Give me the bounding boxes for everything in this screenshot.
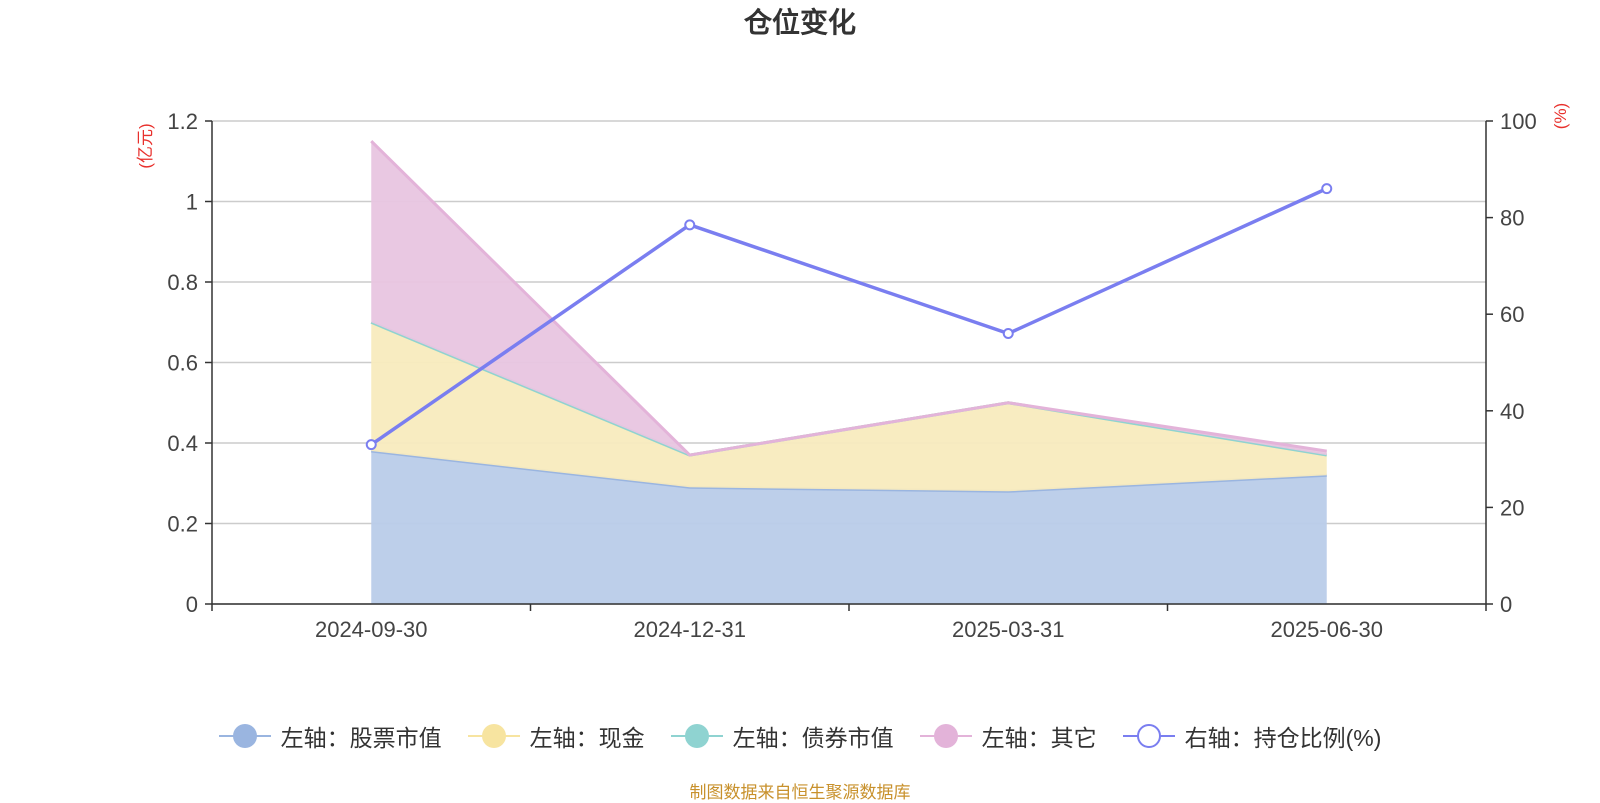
x-axis-tick-label: 2024-12-31 [633, 617, 746, 642]
legend-label: 左轴：债券市值 [732, 725, 894, 751]
left-axis-tick-label: 1.2 [167, 109, 198, 134]
legend-label: 左轴：其它 [981, 725, 1097, 751]
x-axis-tick-label: 2025-06-30 [1270, 617, 1383, 642]
legend-item[interactable]: 右轴：持仓比例(%) [1122, 719, 1382, 753]
left-axis-tick-label: 0.2 [167, 512, 198, 537]
data-point [365, 439, 377, 451]
right-axis-tick-label: 80 [1500, 206, 1524, 231]
legend-item[interactable]: 左轴：股票市值 [218, 719, 442, 753]
right-axis-tick-label: 60 [1500, 302, 1524, 327]
legend-marker-icon [467, 723, 520, 749]
source-note: 制图数据来自恒生聚源数据库 [689, 783, 911, 802]
line-series [365, 183, 1333, 451]
left-axis-tick-label: 0.8 [167, 270, 198, 295]
right-axis-tick-label: 0 [1500, 592, 1512, 617]
stacked-areas [370, 140, 1327, 604]
left-axis-tick-label: 0.4 [167, 431, 198, 456]
area-line-左轴：其它 [370, 140, 1327, 457]
left-axis-unit-label: (亿元) [136, 123, 155, 168]
legend-label: 左轴：现金 [529, 725, 645, 751]
legend-marker-icon [919, 723, 972, 749]
legend: 左轴：股票市值 左轴：现金 左轴：债券市值 左轴：其它 右轴：持仓比例(%) [0, 718, 1600, 754]
x-axis-tick-label: 2025-03-31 [952, 617, 1065, 642]
right-axis-tick-label: 20 [1500, 495, 1524, 520]
legend-dot [1136, 724, 1161, 748]
legend-marker-icon [670, 723, 723, 749]
legend-item[interactable]: 左轴：其它 [919, 719, 1097, 753]
legend-label: 左轴：股票市值 [280, 725, 442, 751]
area-左轴：现金 [371, 322, 1327, 492]
legend-marker-icon [218, 723, 271, 749]
legend-dot [232, 724, 257, 748]
left-axis-tick-label: 1 [186, 190, 198, 215]
data-point [684, 219, 696, 231]
legend-item[interactable]: 左轴：现金 [467, 719, 645, 753]
axes: 0 0.2 0.4 0.6 0.8 1 1.2 0 20 40 60 80 100 2024-09-30 2… [167, 109, 1536, 642]
legend-dot [933, 724, 958, 748]
left-axis-tick-label: 0 [186, 592, 198, 617]
legend-label: 右轴：持仓比例(%) [1184, 725, 1382, 751]
right-axis-tick-label: 40 [1500, 399, 1524, 424]
chart-title: 仓位变化 [744, 6, 856, 38]
area-左轴：股票市值 [371, 451, 1327, 604]
left-axis-tick-label: 0.6 [167, 351, 198, 376]
right-axis-tick-label: 100 [1500, 109, 1537, 134]
line-右轴：持仓比例(%) [370, 187, 1328, 447]
right-axis-unit-label: (%) [1551, 103, 1570, 129]
x-axis-tick-label: 2024-09-30 [315, 617, 428, 642]
data-point [1002, 328, 1014, 340]
legend-dot [481, 724, 506, 748]
data-point [1321, 183, 1333, 195]
legend-dot [684, 724, 709, 748]
legend-marker-icon [1122, 723, 1175, 749]
legend-item[interactable]: 左轴：债券市值 [670, 719, 894, 753]
